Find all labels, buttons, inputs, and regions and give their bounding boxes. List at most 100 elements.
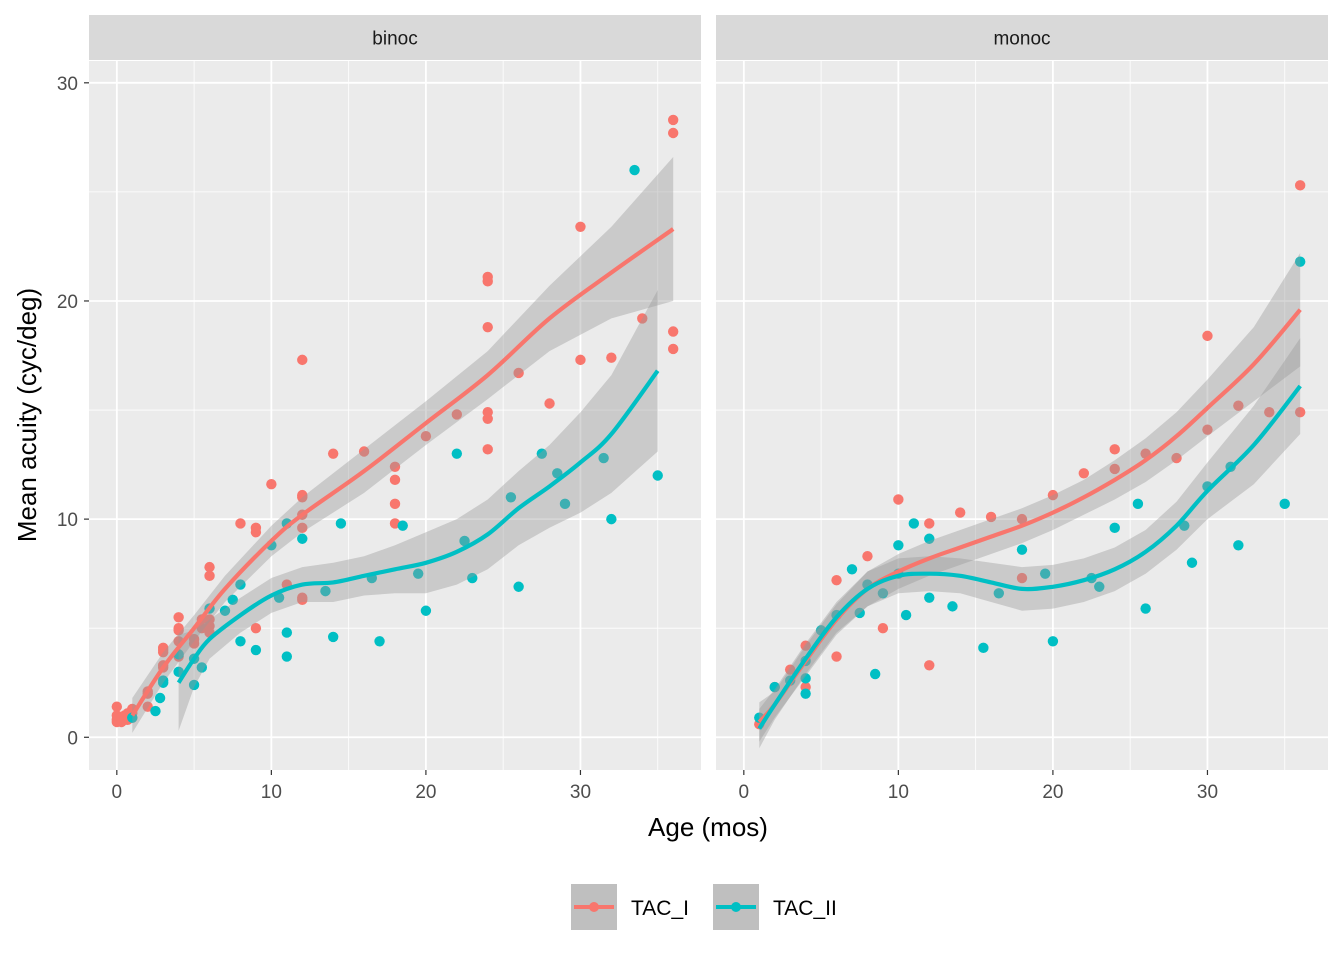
point-binoc-tac-i-24 bbox=[173, 623, 184, 634]
point-binoc-tac-i-20 bbox=[157, 642, 169, 654]
panel-binoc: binoc bbox=[89, 15, 701, 770]
point-monoc-tac-ii-14 bbox=[893, 540, 904, 551]
point-monoc-tac-i-13 bbox=[985, 511, 997, 523]
x-tick-label-binoc-0: 0 bbox=[112, 782, 123, 803]
legend: TAC_I TAC_II bbox=[571, 884, 837, 930]
legend-item-tac-i: TAC_I bbox=[571, 884, 689, 930]
x-axis-title: Age (mos) bbox=[648, 812, 768, 842]
y-tick-label-0: 0 bbox=[67, 728, 78, 749]
point-monoc-tac-ii-17 bbox=[924, 533, 935, 544]
point-binoc-tac-ii-12 bbox=[227, 594, 238, 606]
point-binoc-tac-ii-27 bbox=[397, 520, 408, 531]
point-binoc-tac-ii-24 bbox=[335, 518, 347, 529]
confidence-band-binoc-tac-ii bbox=[178, 290, 658, 731]
x-tick-label-binoc-30: 30 bbox=[570, 782, 591, 803]
point-binoc-tac-ii-32 bbox=[467, 572, 478, 584]
point-binoc-tac-ii-2 bbox=[154, 692, 166, 704]
point-monoc-tac-i-14 bbox=[1016, 513, 1028, 525]
point-monoc-tac-ii-23 bbox=[1039, 568, 1051, 579]
y-axis: 0 10 20 30 bbox=[57, 74, 89, 749]
panel-background-binoc bbox=[89, 61, 701, 770]
point-binoc-tac-i-13 bbox=[142, 701, 153, 712]
point-monoc-tac-i-9 bbox=[893, 494, 904, 505]
point-binoc-tac-ii-21 bbox=[297, 533, 308, 544]
point-binoc-tac-ii-1 bbox=[150, 705, 161, 717]
point-binoc-tac-ii-35 bbox=[536, 448, 548, 459]
strip-binoc bbox=[89, 15, 701, 60]
point-monoc-tac-i-27 bbox=[1294, 407, 1306, 418]
point-binoc-tac-i-35 bbox=[235, 518, 246, 529]
point-monoc-tac-ii-15 bbox=[900, 609, 912, 621]
point-binoc-tac-ii-39 bbox=[606, 513, 617, 525]
data-layer-monoc bbox=[754, 180, 1306, 749]
x-tick-label-monoc-0: 0 bbox=[739, 782, 750, 803]
point-monoc-tac-ii-34 bbox=[1233, 540, 1244, 551]
point-binoc-tac-i-66 bbox=[606, 352, 617, 363]
point-monoc-tac-ii-29 bbox=[1140, 603, 1151, 614]
point-monoc-tac-i-23 bbox=[1202, 424, 1213, 435]
strip-label-monoc: monoc bbox=[993, 29, 1050, 50]
point-monoc-tac-i-17 bbox=[1078, 468, 1090, 479]
point-monoc-tac-ii-9 bbox=[854, 607, 865, 619]
point-monoc-tac-i-15 bbox=[1016, 572, 1028, 584]
point-monoc-tac-ii-22 bbox=[1016, 544, 1028, 555]
point-monoc-tac-i-3 bbox=[800, 640, 811, 651]
point-monoc-tac-i-18 bbox=[1109, 444, 1120, 455]
point-binoc-tac-ii-26 bbox=[374, 636, 385, 647]
point-binoc-tac-i-64 bbox=[575, 354, 586, 366]
point-binoc-tac-i-51 bbox=[389, 498, 401, 510]
point-binoc-tac-ii-36 bbox=[552, 468, 563, 479]
point-binoc-tac-i-34 bbox=[204, 561, 215, 573]
legend-label-tac-i: TAC_I bbox=[631, 897, 689, 920]
grid-binoc bbox=[89, 61, 701, 770]
point-binoc-tac-i-25 bbox=[173, 612, 184, 623]
data-layer-binoc bbox=[111, 114, 679, 733]
point-monoc-tac-ii-1 bbox=[769, 681, 780, 693]
point-binoc-tac-i-47 bbox=[297, 354, 308, 366]
point-monoc-tac-ii-18 bbox=[924, 592, 935, 603]
point-binoc-tac-ii-40 bbox=[629, 164, 640, 176]
point-monoc-tac-ii-4 bbox=[800, 673, 811, 684]
point-monoc-tac-ii-24 bbox=[1047, 636, 1059, 647]
point-binoc-tac-ii-28 bbox=[412, 568, 424, 579]
point-binoc-tac-ii-7 bbox=[188, 679, 200, 691]
point-monoc-tac-i-25 bbox=[1264, 407, 1275, 418]
point-binoc-tac-i-68 bbox=[667, 343, 679, 355]
point-binoc-tac-i-42 bbox=[297, 592, 308, 603]
y-tick-label-30: 30 bbox=[57, 74, 78, 95]
point-binoc-tac-i-27 bbox=[188, 633, 200, 645]
y-axis-title: Mean acuity (cyc/deg) bbox=[12, 288, 42, 542]
point-monoc-tac-ii-12 bbox=[877, 588, 889, 599]
point-binoc-tac-ii-14 bbox=[235, 579, 246, 590]
point-binoc-tac-i-62 bbox=[513, 367, 524, 379]
point-monoc-tac-ii-31 bbox=[1186, 557, 1198, 568]
point-binoc-tac-i-58 bbox=[482, 407, 493, 418]
point-monoc-tac-ii-19 bbox=[947, 601, 958, 612]
point-binoc-tac-i-55 bbox=[451, 409, 463, 420]
legend-label-tac-ii: TAC_II bbox=[773, 897, 837, 920]
point-monoc-tac-i-12 bbox=[954, 507, 966, 518]
point-binoc-tac-ii-41 bbox=[652, 470, 663, 481]
y-tick-label-10: 10 bbox=[57, 510, 78, 531]
strip-label-binoc: binoc bbox=[372, 29, 417, 50]
point-monoc-tac-i-2 bbox=[784, 664, 796, 675]
point-monoc-tac-ii-35 bbox=[1279, 498, 1290, 510]
point-monoc-tac-i-22 bbox=[1202, 330, 1213, 342]
point-binoc-tac-i-56 bbox=[482, 444, 493, 455]
point-monoc-tac-ii-20 bbox=[978, 642, 989, 654]
point-binoc-tac-i-59 bbox=[482, 321, 493, 333]
point-monoc-tac-i-11 bbox=[924, 660, 935, 671]
point-binoc-tac-i-48 bbox=[327, 448, 339, 459]
point-binoc-tac-i-39 bbox=[266, 479, 277, 490]
point-monoc-tac-i-19 bbox=[1109, 463, 1120, 475]
point-binoc-tac-i-69 bbox=[667, 326, 679, 337]
point-monoc-tac-ii-16 bbox=[908, 518, 920, 529]
smooth-line-binoc-tac-ii bbox=[176, 369, 660, 684]
point-monoc-tac-i-8 bbox=[877, 623, 889, 634]
point-monoc-tac-ii-11 bbox=[869, 668, 881, 680]
point-binoc-tac-ii-22 bbox=[320, 585, 331, 597]
legend-item-tac-ii: TAC_II bbox=[713, 884, 837, 930]
point-monoc-tac-i-6 bbox=[831, 651, 842, 662]
point-binoc-tac-ii-19 bbox=[281, 627, 293, 638]
point-binoc-tac-ii-9 bbox=[196, 662, 208, 673]
